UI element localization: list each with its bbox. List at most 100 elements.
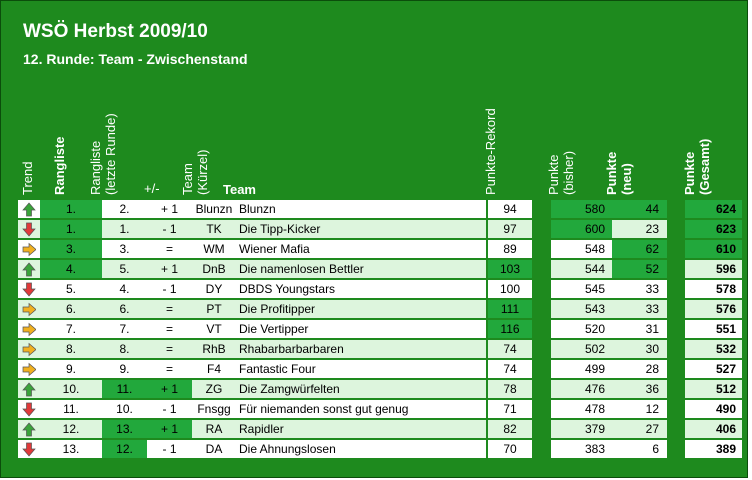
- points-total-cell: 578: [685, 280, 742, 299]
- last-rank-cell: 4.: [102, 280, 147, 299]
- points-new-cell: 12: [612, 400, 667, 419]
- team-abbr-cell: Fnsgg: [192, 400, 236, 419]
- header-bisher-2: (bisher): [561, 150, 576, 195]
- trend-cell: [18, 340, 40, 359]
- points-new-cell: 52: [612, 260, 667, 279]
- table-row: 10. 11. + 1 ZG Die Zamgwürfelten 78 476 36 512: [18, 380, 742, 400]
- table-row: 8. 8. = RhB Rhabarbarbarbaren 74 502 30 532: [18, 340, 742, 360]
- last-rank-cell: 3.: [102, 240, 147, 259]
- last-rank-cell: 11.: [102, 380, 147, 399]
- header-rangliste-last-1: Rangliste: [88, 140, 103, 195]
- points-new-cell: 27: [612, 420, 667, 439]
- team-name-cell: DBDS Youngstars: [236, 280, 486, 299]
- trend-cell: [18, 440, 40, 459]
- record-cell: 94: [488, 200, 532, 219]
- team-name-cell: Die Vertipper: [236, 320, 486, 339]
- header-kuerzel-1: Team: [180, 163, 195, 195]
- last-rank-cell: 5.: [102, 260, 147, 279]
- table-row: 9. 9. = F4 Fantastic Four 74 499 28 527: [18, 360, 742, 380]
- team-abbr-cell: WM: [192, 240, 236, 259]
- page-title: WSÖ Herbst 2009/10: [23, 21, 208, 42]
- table-row: 6. 6. = PT Die Profitipper 111 543 33 576: [18, 300, 742, 320]
- header-rangliste-last-2: (letzte Runde): [103, 113, 118, 195]
- rank-cell: 6.: [40, 300, 102, 319]
- last-rank-cell: 10.: [102, 400, 147, 419]
- header-bisher-1: Punkte: [546, 154, 561, 195]
- points-new-cell: 33: [612, 280, 667, 299]
- team-abbr-cell: PT: [192, 300, 236, 319]
- last-rank-cell: 8.: [102, 340, 147, 359]
- trend-up-icon: [22, 422, 36, 437]
- trend-up-icon: [22, 262, 36, 277]
- record-cell: 116: [488, 320, 532, 339]
- points-previous-cell: 600: [551, 220, 612, 239]
- table-row: 7. 7. = VT Die Vertipper 116 520 31 551: [18, 320, 742, 340]
- diff-cell: + 1: [147, 420, 192, 439]
- team-name-cell: Die Ahnungslosen: [236, 440, 486, 459]
- points-new-cell: 28: [612, 360, 667, 379]
- points-total-cell: 576: [685, 300, 742, 319]
- trend-up-icon: [22, 382, 36, 397]
- diff-cell: =: [147, 320, 192, 339]
- last-rank-cell: 13.: [102, 420, 147, 439]
- rank-cell: 9.: [40, 360, 102, 379]
- table-row: 3. 3. = WM Wiener Mafia 89 548 62 610: [18, 240, 742, 260]
- diff-cell: - 1: [147, 400, 192, 419]
- diff-cell: - 1: [147, 220, 192, 239]
- team-name-cell: Die Zamgwürfelten: [236, 380, 486, 399]
- trend-cell: [18, 200, 40, 219]
- team-abbr-cell: DnB: [192, 260, 236, 279]
- points-previous-cell: 476: [551, 380, 612, 399]
- team-name-cell: Rapidler: [236, 420, 486, 439]
- trend-down-icon: [22, 282, 36, 297]
- rank-cell: 8.: [40, 340, 102, 359]
- diff-cell: + 1: [147, 200, 192, 219]
- table-row: 1. 1. - 1 TK Die Tipp-Kicker 97 600 23 623: [18, 220, 742, 240]
- points-previous-cell: 379: [551, 420, 612, 439]
- last-rank-cell: 1.: [102, 220, 147, 239]
- points-total-cell: 490: [685, 400, 742, 419]
- last-rank-cell: 9.: [102, 360, 147, 379]
- header-rangliste: Rangliste: [52, 136, 67, 195]
- trend-cell: [18, 400, 40, 419]
- team-abbr-cell: VT: [192, 320, 236, 339]
- header-kuerzel-2: (Kürzel): [195, 149, 210, 195]
- record-cell: 70: [488, 440, 532, 459]
- points-total-cell: 623: [685, 220, 742, 239]
- diff-cell: - 1: [147, 280, 192, 299]
- diff-cell: + 1: [147, 260, 192, 279]
- record-cell: 97: [488, 220, 532, 239]
- points-total-cell: 406: [685, 420, 742, 439]
- table-row: 13. 12. - 1 DA Die Ahnungslosen 70 383 6 389: [18, 440, 742, 460]
- team-abbr-cell: DA: [192, 440, 236, 459]
- team-name-cell: Die Profitipper: [236, 300, 486, 319]
- rank-cell: 12.: [40, 420, 102, 439]
- header-neu-1: Punkte: [604, 151, 619, 195]
- rank-cell: 3.: [40, 240, 102, 259]
- trend-up-icon: [22, 202, 36, 217]
- table-row: 11. 10. - 1 Fnsgg Für niemanden sonst gut ge…: [18, 400, 742, 420]
- points-previous-cell: 544: [551, 260, 612, 279]
- header-diff: +/-: [144, 181, 160, 196]
- points-previous-cell: 545: [551, 280, 612, 299]
- trend-same-icon: [22, 302, 36, 317]
- trend-down-icon: [22, 442, 36, 457]
- trend-cell: [18, 360, 40, 379]
- trend-cell: [18, 300, 40, 319]
- points-total-cell: 596: [685, 260, 742, 279]
- rank-cell: 10.: [40, 380, 102, 399]
- points-new-cell: 23: [612, 220, 667, 239]
- diff-cell: =: [147, 340, 192, 359]
- points-new-cell: 62: [612, 240, 667, 259]
- team-name-cell: Für niemanden sonst gut genug: [236, 400, 486, 419]
- team-abbr-cell: F4: [192, 360, 236, 379]
- points-total-cell: 532: [685, 340, 742, 359]
- team-name-cell: Fantastic Four: [236, 360, 486, 379]
- points-total-cell: 389: [685, 440, 742, 459]
- points-previous-cell: 580: [551, 200, 612, 219]
- diff-cell: =: [147, 240, 192, 259]
- trend-cell: [18, 220, 40, 239]
- record-cell: 78: [488, 380, 532, 399]
- team-name-cell: Die namenlosen Bettler: [236, 260, 486, 279]
- page-subtitle: 12. Runde: Team - Zwischenstand: [23, 51, 248, 67]
